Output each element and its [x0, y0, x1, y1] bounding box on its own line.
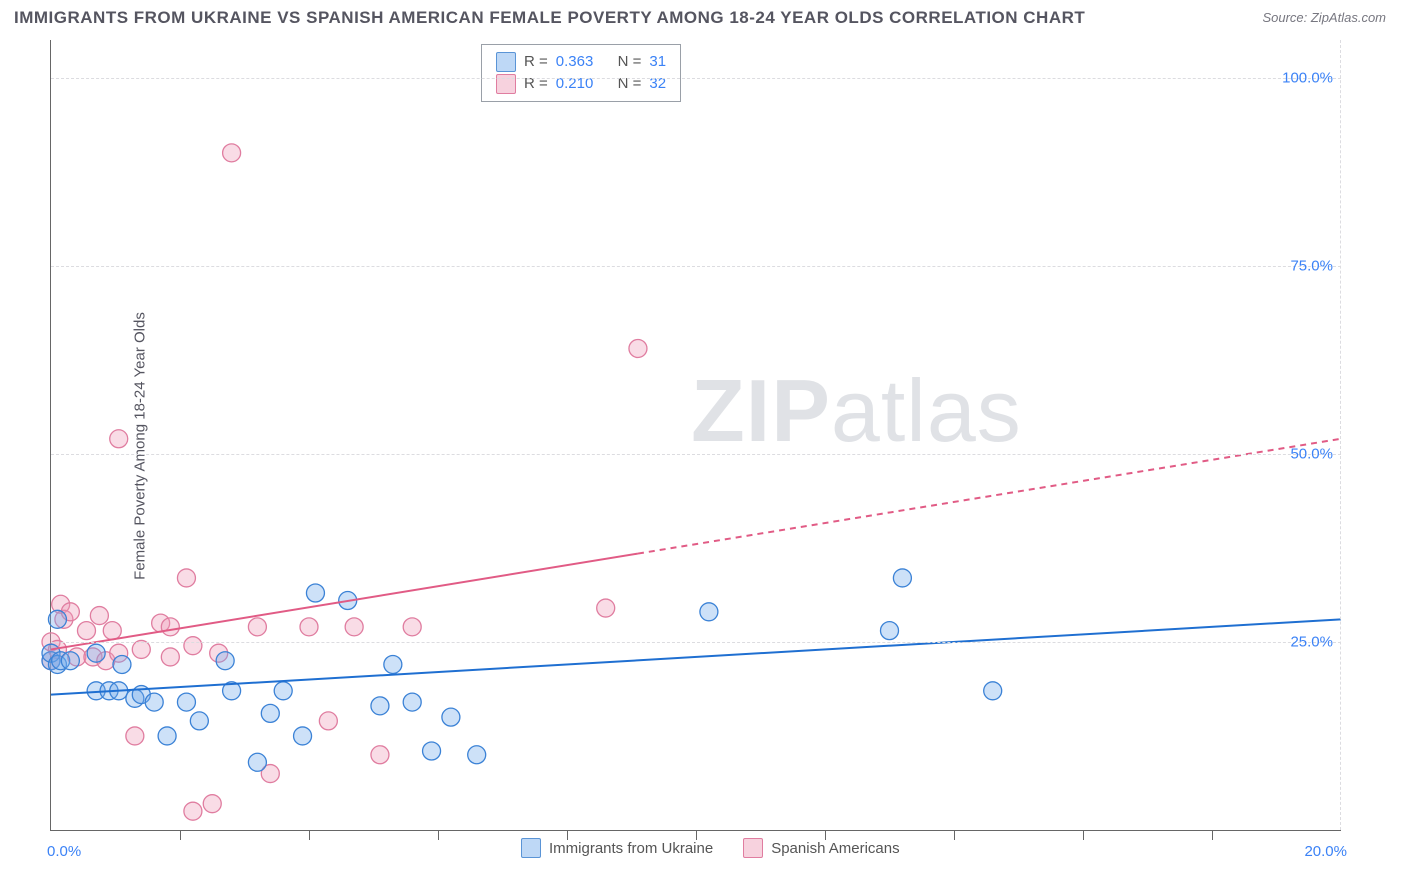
r-label: R = [524, 73, 548, 95]
scatter-point [177, 693, 195, 711]
n-label: N = [618, 51, 642, 73]
legend-item: Immigrants from Ukraine [521, 838, 713, 858]
r-value-pink: 0.210 [556, 73, 594, 95]
x-minor-tick [825, 830, 826, 840]
y-tick-label: 50.0% [1290, 445, 1333, 462]
scatter-point [893, 569, 911, 587]
n-value-pink: 32 [649, 73, 666, 95]
chart-title: IMMIGRANTS FROM UKRAINE VS SPANISH AMERI… [14, 8, 1085, 28]
scatter-point [319, 712, 337, 730]
r-value-blue: 0.363 [556, 51, 594, 73]
scatter-point [110, 430, 128, 448]
scatter-point [597, 599, 615, 617]
scatter-point [371, 746, 389, 764]
plot-area: ZIPatlas R = 0.363 N = 31 R = 0.210 N = … [50, 40, 1341, 831]
scatter-point [248, 753, 266, 771]
legend-item: Spanish Americans [743, 838, 899, 858]
x-minor-tick [309, 830, 310, 840]
trend-line [51, 554, 638, 650]
scatter-point [223, 144, 241, 162]
scatter-point [629, 339, 647, 357]
scatter-point [61, 652, 79, 670]
scatter-point [384, 655, 402, 673]
scatter-point [161, 618, 179, 636]
scatter-point [177, 569, 195, 587]
series-label-pink: Spanish Americans [771, 840, 899, 857]
scatter-point [145, 693, 163, 711]
scatter-point [184, 802, 202, 820]
scatter-point [158, 727, 176, 745]
n-label: N = [618, 73, 642, 95]
scatter-point [103, 622, 121, 640]
r-label: R = [524, 51, 548, 73]
n-value-blue: 31 [649, 51, 666, 73]
scatter-point [300, 618, 318, 636]
scatter-point [700, 603, 718, 621]
legend-row: R = 0.210 N = 32 [496, 73, 666, 95]
scatter-point [48, 610, 66, 628]
scatter-point [881, 622, 899, 640]
plot-svg [51, 40, 1341, 830]
scatter-point [203, 795, 221, 813]
y-tick-label: 75.0% [1290, 257, 1333, 274]
x-minor-tick [1212, 830, 1213, 840]
y-tick-label: 25.0% [1290, 633, 1333, 650]
scatter-point [113, 655, 131, 673]
scatter-point [371, 697, 389, 715]
legend-series: Immigrants from Ukraine Spanish American… [521, 838, 900, 858]
scatter-point [87, 644, 105, 662]
scatter-point [261, 704, 279, 722]
scatter-point [248, 618, 266, 636]
scatter-point [345, 618, 363, 636]
scatter-point [403, 618, 421, 636]
source-label: Source: ZipAtlas.com [1262, 10, 1386, 25]
scatter-point [184, 637, 202, 655]
gridline-h [51, 642, 1341, 643]
scatter-point [90, 607, 108, 625]
gridline-v [1340, 40, 1341, 830]
scatter-point [77, 622, 95, 640]
gridline-h [51, 78, 1341, 79]
legend-correlation: R = 0.363 N = 31 R = 0.210 N = 32 [481, 44, 681, 102]
scatter-point [190, 712, 208, 730]
y-tick-label: 100.0% [1282, 69, 1333, 86]
x-minor-tick [954, 830, 955, 840]
scatter-point [306, 584, 324, 602]
x-minor-tick [696, 830, 697, 840]
x-minor-tick [180, 830, 181, 840]
scatter-point [274, 682, 292, 700]
x-minor-tick [567, 830, 568, 840]
scatter-point [403, 693, 421, 711]
series-label-blue: Immigrants from Ukraine [549, 840, 713, 857]
trend-line [51, 619, 1341, 694]
swatch-blue-icon [521, 838, 541, 858]
scatter-point [126, 727, 144, 745]
scatter-point [216, 652, 234, 670]
gridline-h [51, 266, 1341, 267]
scatter-point [984, 682, 1002, 700]
scatter-point [423, 742, 441, 760]
scatter-point [294, 727, 312, 745]
x-start-label: 0.0% [47, 843, 81, 860]
x-minor-tick [1083, 830, 1084, 840]
x-end-label: 20.0% [1304, 843, 1347, 860]
swatch-pink-icon [743, 838, 763, 858]
gridline-h [51, 454, 1341, 455]
trend-line [638, 439, 1341, 554]
scatter-point [132, 640, 150, 658]
scatter-point [442, 708, 460, 726]
swatch-blue-icon [496, 52, 516, 72]
scatter-point [468, 746, 486, 764]
legend-row: R = 0.363 N = 31 [496, 51, 666, 73]
scatter-point [161, 648, 179, 666]
x-minor-tick [438, 830, 439, 840]
